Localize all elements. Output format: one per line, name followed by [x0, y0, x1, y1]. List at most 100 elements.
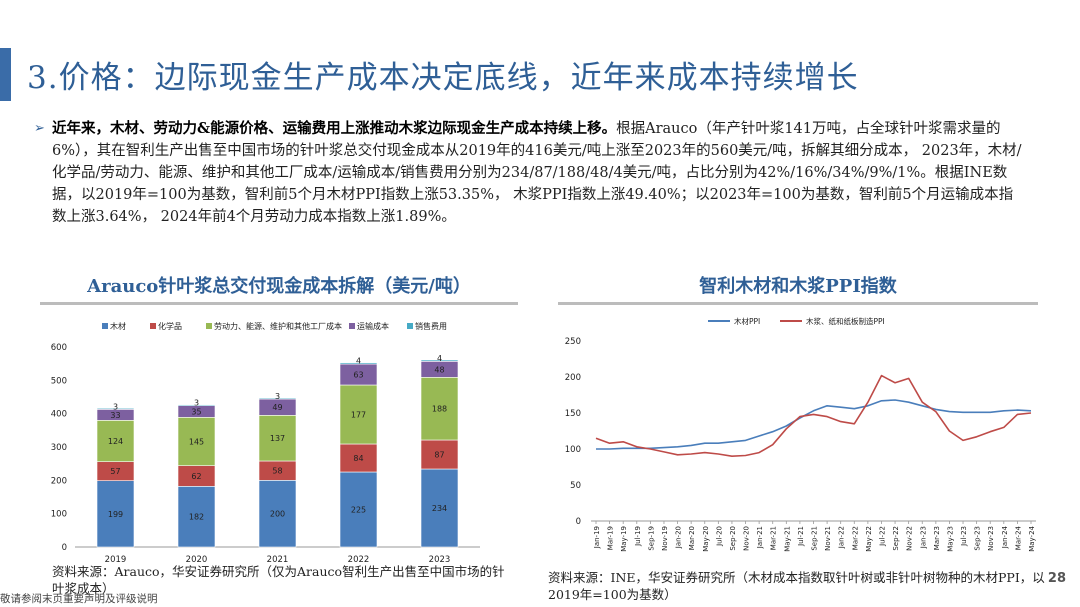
bar-value-label: 62: [191, 472, 201, 481]
x-tick-label: Jan-22: [838, 526, 846, 549]
bar-segment: [420, 377, 459, 441]
y-tick-label: 250: [565, 337, 581, 347]
left-chart-source: 资料来源：Arauco，华安证券研究所（仅为Arauco智利生产出售至中国市场的…: [52, 564, 505, 596]
y-tick-label: 300: [51, 443, 67, 453]
bar-value-label: 4: [437, 354, 442, 363]
bar-value-label: 35: [191, 408, 201, 417]
x-tick-label: Mar-21: [770, 526, 778, 550]
ppi-line-chart: 木材PPI 木浆、纸和纸板制造PPI 0 50 100 150 200 250 Jan-19 Ma…: [565, 316, 1036, 552]
bar-value-label: 63: [353, 371, 363, 380]
bar-segment: [420, 439, 459, 470]
legend-label: 木材PPI: [734, 316, 760, 326]
x-tick-label: Mar-24: [1014, 525, 1022, 550]
x-tick-label: Mar-20: [688, 526, 696, 550]
x-tick-label: May-24: [1028, 525, 1036, 551]
bar-value-label: 137: [270, 434, 285, 443]
x-tick-label: May-19: [620, 526, 628, 552]
x-tick-label: Sep-23: [974, 526, 982, 551]
x-tick-label: Jul-22: [878, 526, 886, 547]
x-tick-label: Nov-19: [661, 526, 669, 551]
y-tick-label: 100: [565, 445, 581, 455]
bullet-bold-text: 近年来，木材、劳动力&能源价格、运输费用上涨推动木浆边际现金生产成本持续上移。: [52, 120, 617, 137]
stacked-bar-chart: 木材 化学品 劳动力、能源、维护和其他工厂成本 运输成本 销售费用 0 100 200 300 4…: [51, 321, 480, 562]
right-chart-title: 智利木材和木浆PPI指数: [699, 276, 897, 297]
bar-value-label: 177: [351, 411, 366, 420]
bar-segment: [339, 443, 378, 473]
x-tick-label: Nov-21: [824, 526, 832, 551]
bar-value-label: 48: [434, 365, 444, 374]
legend-label: 木材: [110, 321, 126, 331]
legend-swatch: [407, 323, 413, 329]
left-title-rule: [40, 302, 518, 305]
right-title-rule: [558, 302, 1038, 305]
x-tick-label: Mar-22: [851, 526, 859, 550]
x-tick-label: May-22: [865, 526, 873, 552]
legend-label: 运输成本: [357, 321, 389, 331]
x-tick-label: Jul-21: [797, 526, 805, 547]
x-tick-label: Nov-20: [743, 526, 751, 551]
bar-value-label: 4: [356, 357, 361, 366]
x-tick-label: Jan-19: [593, 526, 601, 549]
x-tick-label: 2021: [267, 555, 289, 562]
legend-label: 劳动力、能源、维护和其他工厂成本: [214, 321, 342, 331]
bar-value-label: 145: [189, 438, 204, 447]
title-accent-bar: [0, 48, 11, 101]
disclaimer: 敬请参阅末页重要声明及评级说明: [0, 593, 158, 605]
x-tick-label: 2022: [348, 555, 370, 562]
y-tick-label: 400: [51, 410, 67, 420]
bar-value-label: 33: [110, 411, 120, 420]
bar-segment: [177, 417, 216, 466]
y-tick-label: 150: [565, 409, 581, 419]
bar-value-label: 49: [272, 403, 282, 412]
bar-value-label: 57: [110, 467, 120, 476]
x-tick-label: Jan-20: [675, 526, 683, 549]
x-tick-label: 2020: [186, 555, 208, 562]
x-tick-label: Jul-19: [634, 526, 642, 547]
series-line: [596, 399, 1032, 450]
y-tick-label: 500: [51, 376, 67, 386]
legend-label: 化学品: [158, 321, 182, 331]
bar-value-label: 234: [432, 504, 447, 513]
x-tick-label: Nov-23: [987, 526, 995, 551]
x-tick-label: 2019: [105, 555, 127, 562]
bar-segment: [177, 486, 216, 548]
y-tick-label: 0: [62, 543, 67, 553]
x-tick-label: Sep-22: [892, 526, 900, 551]
left-chart-title: Arauco针叶浆总交付现金成本拆解（美元/吨）: [87, 276, 471, 297]
bar-value-label: 199: [108, 510, 123, 519]
bar-value-label: 225: [351, 506, 366, 515]
x-tick-label: Jan-21: [756, 526, 764, 549]
x-tick-label: Jul-23: [960, 526, 968, 547]
y-tick-label: 600: [51, 343, 67, 353]
bar-segment: [177, 404, 216, 406]
bar-segment: [420, 468, 459, 548]
legend-swatch: [206, 323, 212, 329]
bar-value-label: 84: [353, 454, 363, 463]
legend-swatch: [150, 323, 156, 329]
x-tick-label: Nov-22: [906, 526, 914, 551]
x-tick-label: Sep-21: [811, 526, 819, 551]
bar-segment: [96, 408, 135, 410]
bar-value-label: 124: [108, 437, 123, 446]
bullet-body-text: 根据Arauco（年产针叶浆141万吨，占全球针叶浆需求量的6%），其在智利生产…: [52, 121, 1022, 225]
bar-segment: [258, 480, 297, 548]
bar-value-label: 3: [275, 392, 280, 401]
bar-value-label: 200: [270, 510, 285, 519]
bar-segment: [96, 420, 135, 462]
x-tick-label: Jul-20: [715, 526, 723, 547]
x-tick-label: Jan-23: [919, 526, 927, 549]
page-number: 28: [1047, 571, 1066, 586]
legend-swatch: [349, 323, 355, 329]
page-title: 3.价格：边际现金生产成本决定底线，近年来成本持续增长: [27, 60, 859, 96]
bar-value-label: 188: [432, 405, 447, 414]
bar-segment: [339, 362, 378, 365]
bullet-arrow-icon: ➢: [34, 121, 45, 136]
y-tick-label: 200: [565, 373, 581, 383]
bar-segment: [96, 480, 135, 548]
x-tick-label: Jan-24: [1001, 525, 1009, 549]
bar-value-label: 58: [272, 467, 282, 476]
bar-value-label: 3: [113, 402, 118, 411]
x-tick-label: Mar-23: [933, 526, 941, 550]
bar-value-label: 3: [194, 399, 199, 408]
bar-value-label: 182: [189, 513, 204, 522]
